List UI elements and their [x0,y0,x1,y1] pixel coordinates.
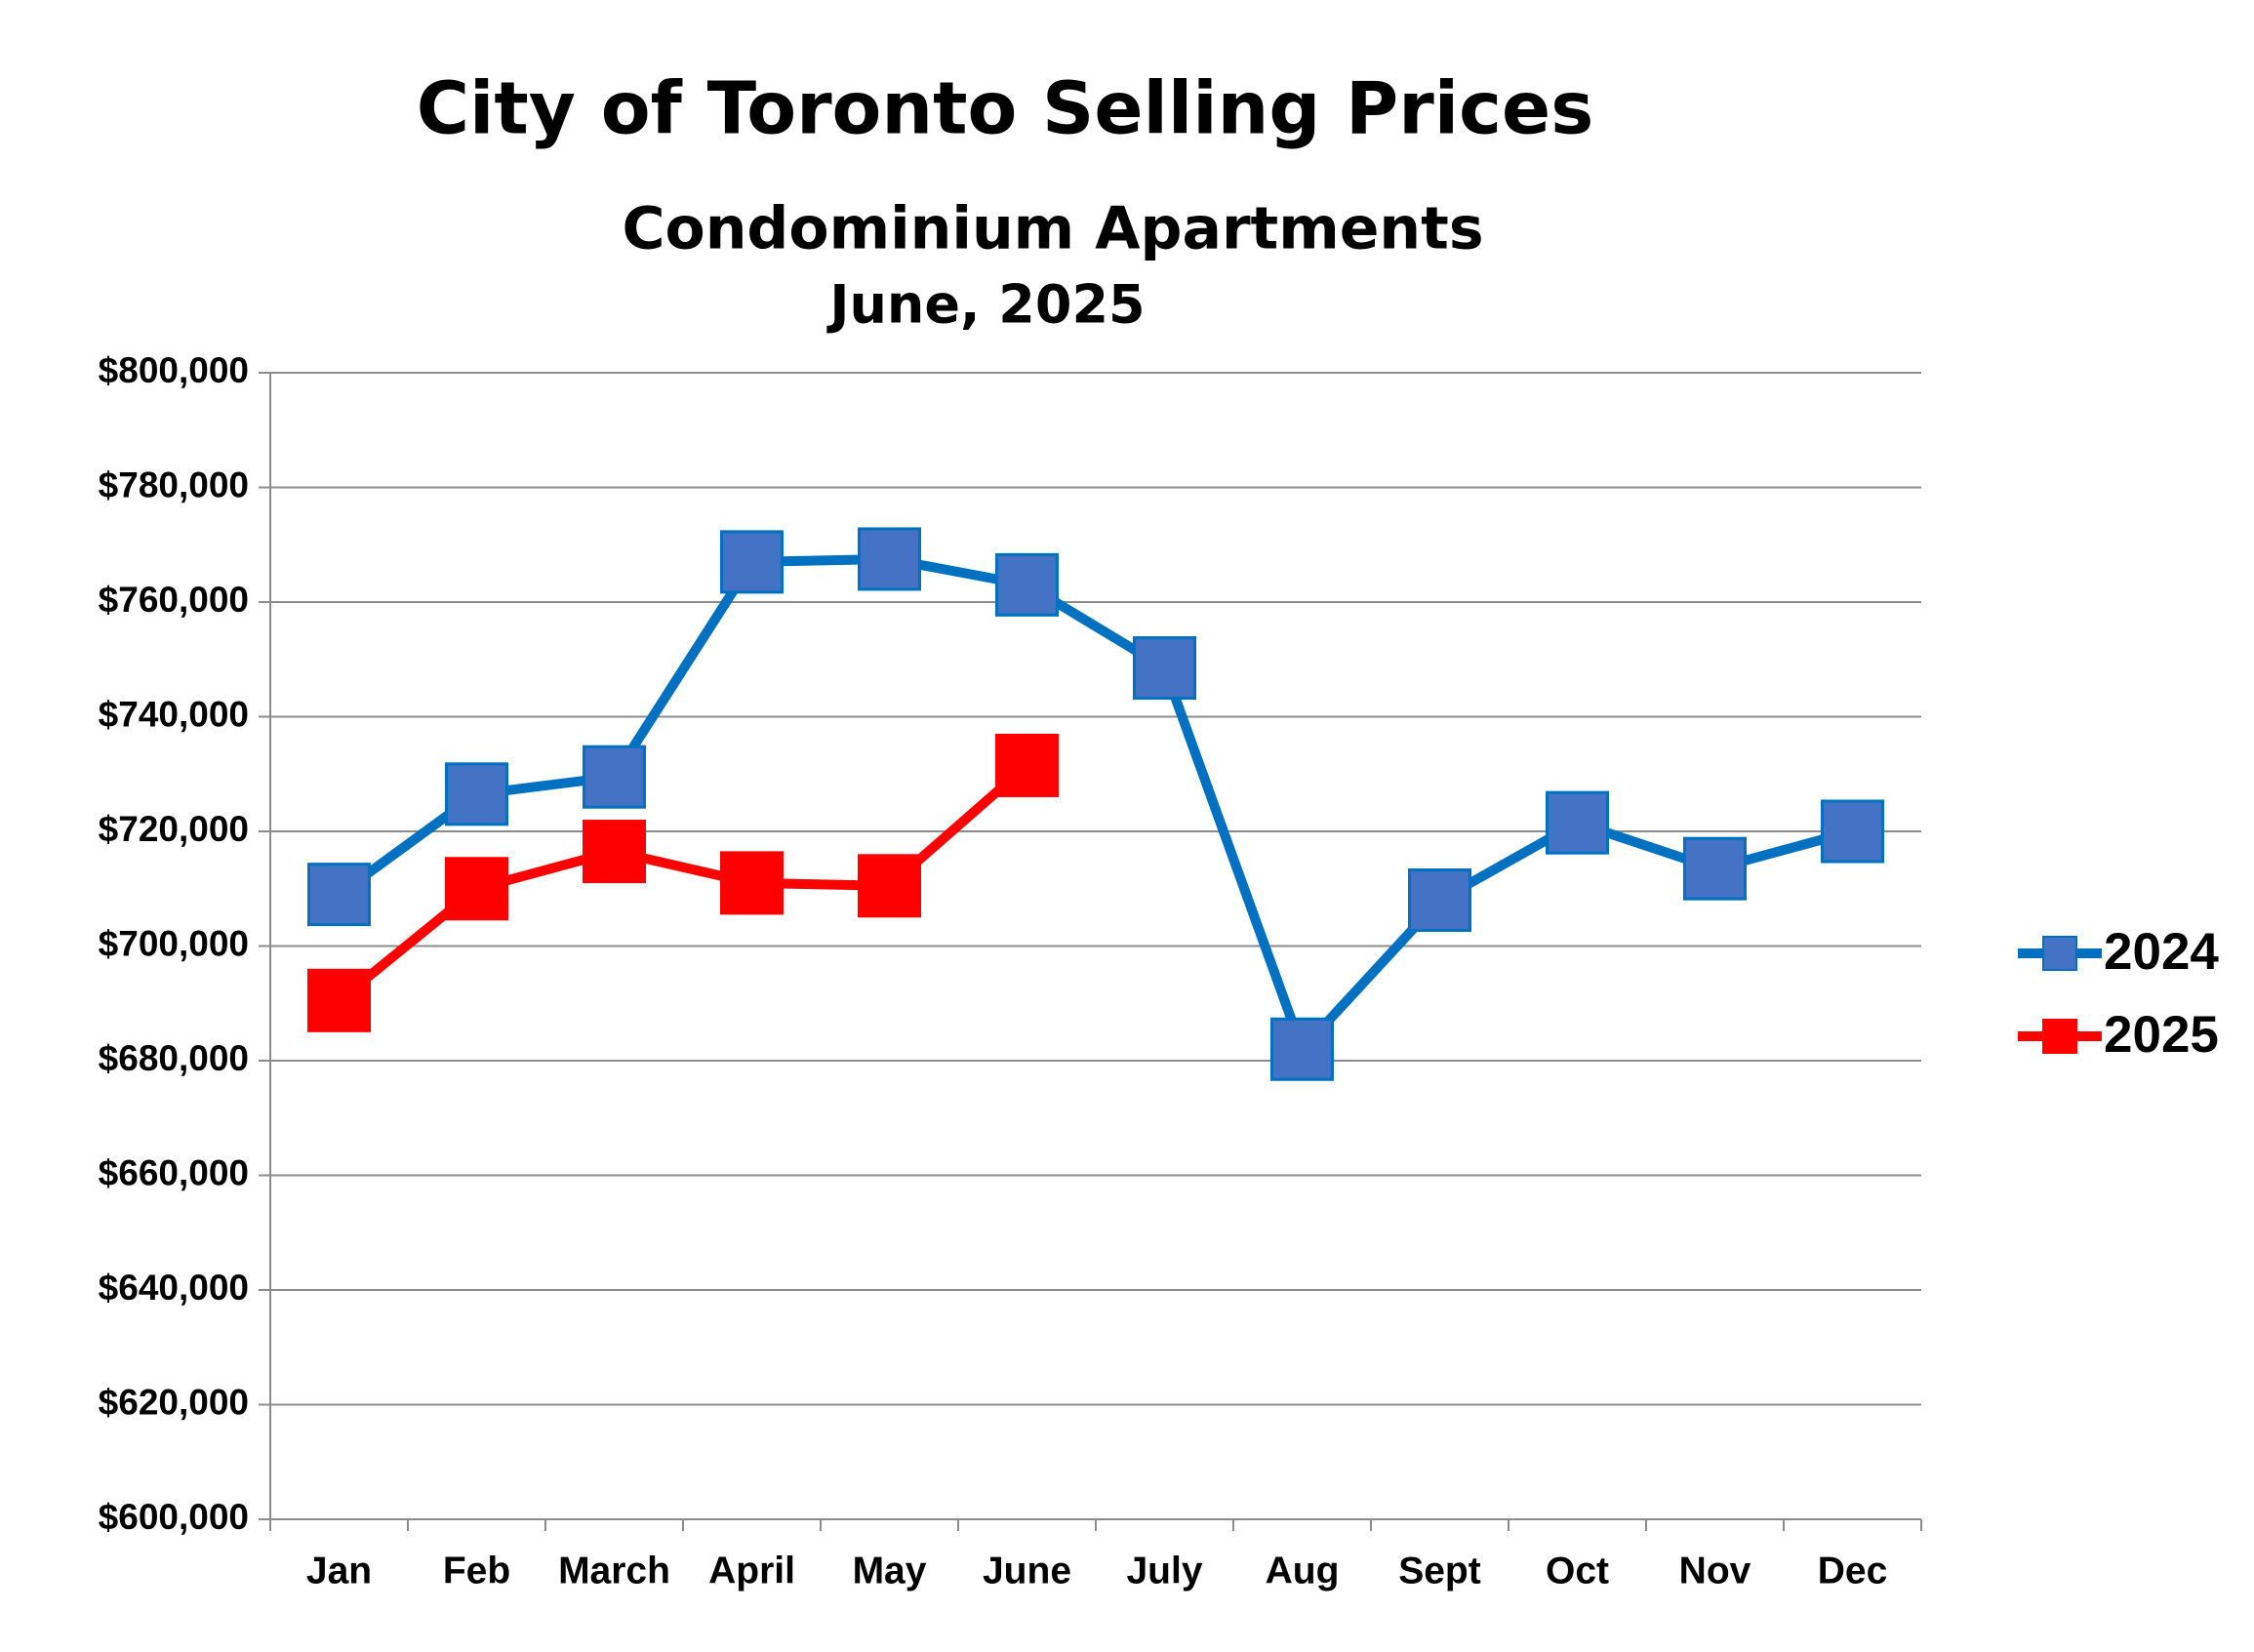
marker [858,854,921,918]
y-tick-label: $800,000 [99,350,249,390]
y-tick-label: $780,000 [99,464,249,504]
marker [720,530,784,594]
marker [1133,636,1196,701]
y-tick-label: $720,000 [99,809,249,849]
legend-marker [2042,936,2077,971]
marker [995,733,1059,797]
x-tick-label: July [1126,1550,1202,1592]
marker [858,527,921,591]
marker [1546,790,1609,855]
marker [1270,1017,1334,1081]
y-tick-label: $740,000 [99,694,249,734]
chart-subtitle: Condominium Apartments [622,195,1483,263]
marker [1683,836,1747,901]
legend-marker [2042,1019,2077,1054]
y-tick-label: $660,000 [99,1152,249,1192]
x-tick-label: Aug [1266,1550,1340,1592]
y-tick-label: $680,000 [99,1038,249,1078]
x-tick-label: Oct [1546,1550,1609,1592]
marker [720,851,784,915]
marker [307,863,371,927]
series-line [336,761,1030,1005]
y-tick-label: $700,000 [99,923,249,963]
x-tick-label: Sept [1398,1550,1481,1592]
legend-label: 2024 [2104,923,2219,981]
x-tick-label: April [708,1550,795,1592]
marker [445,762,508,826]
marker [1821,799,1884,864]
x-tick-label: Nov [1679,1550,1751,1592]
series-line [336,553,1854,1055]
y-tick-label: $600,000 [99,1497,249,1537]
x-tick-label: Feb [443,1550,510,1592]
x-tick-label: March [558,1550,670,1592]
y-tick-label: $620,000 [99,1382,249,1422]
x-tick-label: June [983,1550,1071,1592]
x-tick-label: May [853,1550,927,1592]
marker [583,745,646,809]
x-tick-label: Jan [306,1550,372,1592]
marker [445,857,508,921]
x-tick-label: Dec [1818,1550,1888,1592]
y-tick-label: $640,000 [99,1268,249,1308]
date-label: June, 2025 [825,274,1145,336]
marker [995,552,1059,617]
legend-label: 2025 [2104,1006,2219,1064]
marker [307,968,371,1032]
marker [583,820,646,884]
chart-title: City of Toronto Selling Prices [417,67,1594,151]
marker [1408,868,1471,932]
y-tick-label: $760,000 [99,580,249,620]
